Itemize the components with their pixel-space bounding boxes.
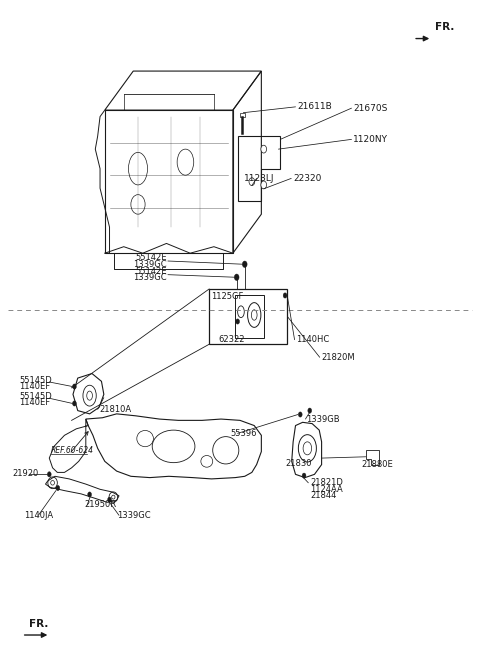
Text: 21810A: 21810A bbox=[99, 405, 131, 414]
Text: 22320: 22320 bbox=[293, 174, 322, 183]
Bar bbox=[235, 295, 264, 338]
Circle shape bbox=[234, 274, 239, 281]
Text: 55142E: 55142E bbox=[135, 253, 167, 262]
Text: 1339GC: 1339GC bbox=[133, 274, 167, 283]
Text: 55145D: 55145D bbox=[19, 392, 52, 401]
Circle shape bbox=[299, 412, 302, 417]
Text: FR.: FR. bbox=[29, 619, 48, 628]
Text: 21950R: 21950R bbox=[84, 501, 117, 510]
Text: 21920: 21920 bbox=[12, 468, 38, 478]
Text: 1339GC: 1339GC bbox=[133, 260, 167, 269]
Text: 1140EF: 1140EF bbox=[19, 382, 50, 391]
Circle shape bbox=[261, 181, 266, 189]
Text: 21611B: 21611B bbox=[297, 102, 332, 111]
Text: 1339GB: 1339GB bbox=[306, 415, 340, 424]
Text: 1123LJ: 1123LJ bbox=[244, 174, 274, 183]
Circle shape bbox=[88, 492, 92, 497]
Text: 1140HC: 1140HC bbox=[296, 335, 329, 344]
Text: 21820M: 21820M bbox=[322, 353, 355, 361]
Text: 1140EF: 1140EF bbox=[19, 398, 50, 407]
Circle shape bbox=[236, 319, 240, 324]
Text: FR.: FR. bbox=[434, 22, 454, 32]
Text: 1120NY: 1120NY bbox=[353, 135, 388, 144]
Text: 21821D: 21821D bbox=[310, 478, 343, 487]
Bar bbox=[240, 113, 245, 117]
Text: 1125GF: 1125GF bbox=[212, 293, 244, 301]
Circle shape bbox=[283, 293, 287, 298]
Text: 55145D: 55145D bbox=[19, 375, 52, 384]
Text: 55142E: 55142E bbox=[135, 267, 167, 276]
Circle shape bbox=[249, 178, 255, 186]
Text: 62322: 62322 bbox=[219, 335, 245, 344]
Text: 1140JA: 1140JA bbox=[24, 511, 53, 520]
Circle shape bbox=[56, 485, 60, 491]
Text: 21670S: 21670S bbox=[353, 104, 387, 113]
Text: 21880E: 21880E bbox=[361, 460, 393, 469]
Text: 21844: 21844 bbox=[310, 491, 336, 501]
Text: 21830: 21830 bbox=[285, 459, 312, 468]
Circle shape bbox=[48, 472, 51, 477]
Text: 1124AA: 1124AA bbox=[310, 485, 343, 494]
Circle shape bbox=[72, 384, 76, 389]
Circle shape bbox=[108, 497, 111, 502]
Circle shape bbox=[308, 408, 312, 413]
Text: REF.60-624: REF.60-624 bbox=[51, 446, 94, 455]
Circle shape bbox=[72, 401, 76, 406]
Text: 1339GC: 1339GC bbox=[117, 511, 150, 520]
Circle shape bbox=[242, 261, 247, 268]
Text: 55396: 55396 bbox=[230, 429, 257, 438]
Bar bbox=[209, 289, 288, 344]
Circle shape bbox=[261, 145, 266, 153]
Circle shape bbox=[302, 473, 306, 478]
